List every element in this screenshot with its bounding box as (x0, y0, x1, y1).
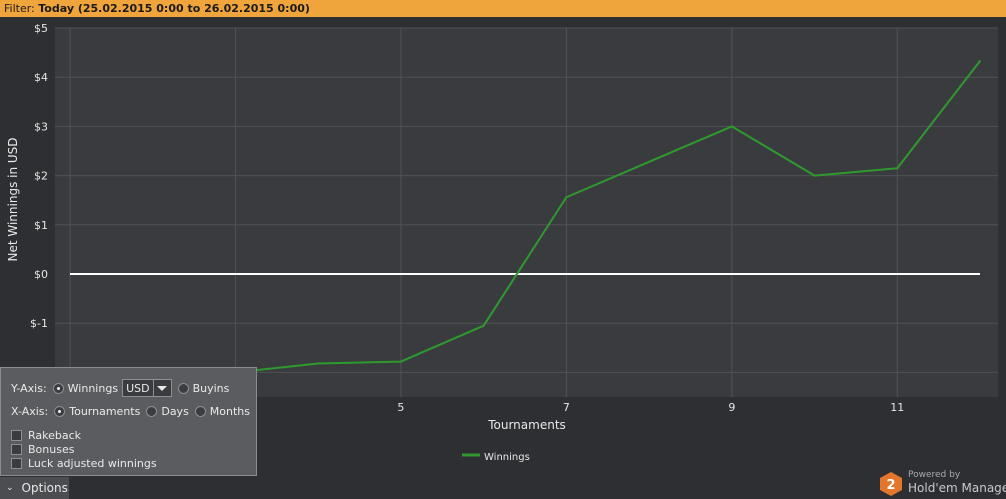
bonuses-row[interactable]: Bonuses (11, 443, 74, 456)
options-tab-label: Options (21, 481, 68, 495)
data-point (565, 196, 568, 199)
chevron-down-icon: ⌄ (6, 483, 14, 493)
x-tournaments-radio[interactable] (54, 406, 66, 417)
legend-label: Winnings (484, 452, 530, 463)
y-axis-label: Y-Axis: (11, 381, 47, 395)
rakeback-checkbox[interactable] (11, 430, 22, 441)
options-tab[interactable]: ⌄ Options (0, 477, 69, 499)
data-point (317, 362, 320, 365)
hem-logo-icon: 2 (880, 472, 902, 496)
filter-value: Today (25.02.2015 0:00 to 26.02.2015 0:0… (38, 2, 310, 15)
luck-checkbox[interactable] (11, 458, 22, 469)
data-point (648, 160, 651, 163)
x-months-radio[interactable] (194, 406, 206, 417)
x-tick-label: 11 (890, 401, 904, 414)
x-tick-label: 9 (728, 401, 735, 414)
luck-row[interactable]: Luck adjusted winnings (11, 457, 157, 470)
y-axis-row: Y-Axis: Winnings USD Buyins (11, 379, 229, 397)
y-tick-label: $-1 (30, 317, 48, 330)
badge-text: 2 (886, 478, 895, 493)
x-tournaments-label: Tournaments (69, 405, 141, 418)
filter-bar: Filter: Today (25.02.2015 0:00 to 26.02.… (0, 0, 1006, 17)
x-tick-label: 7 (563, 401, 570, 414)
y-tick-label: $2 (34, 170, 48, 183)
data-point (979, 59, 981, 62)
y-axis-label: Net Winnings in USD (6, 137, 20, 261)
brand-name: Hold'em Manager (908, 481, 1006, 495)
y-winnings-label: Winnings (67, 381, 119, 395)
bonuses-checkbox[interactable] (11, 444, 22, 455)
powered-by: Powered by (908, 470, 961, 480)
rakeback-label: Rakeback (28, 429, 82, 442)
currency-select[interactable]: USD (122, 379, 172, 397)
data-point (813, 174, 816, 177)
y-buyins-label: Buyins (192, 381, 230, 395)
plot-area (55, 28, 998, 397)
y-tick-label: $3 (34, 120, 48, 133)
y-tick-label: $4 (34, 71, 48, 84)
x-months-label: Months (209, 405, 251, 418)
y-tick-label: $5 (34, 22, 48, 35)
y-tick-label: $0 (34, 268, 48, 281)
data-point (730, 125, 733, 128)
x-tick-label: 5 (397, 401, 404, 414)
x-axis-row: X-Axis: Tournaments Days Months (11, 405, 250, 418)
rakeback-row[interactable]: Rakeback (11, 429, 81, 442)
data-point (896, 167, 899, 170)
bonuses-label: Bonuses (28, 443, 75, 456)
y-buyins-radio[interactable] (177, 382, 189, 394)
currency-value: USD (126, 381, 150, 395)
x-days-radio[interactable] (146, 406, 158, 417)
x-axis-label: X-Axis: (11, 405, 49, 418)
x-days-label: Days (161, 405, 189, 418)
brand-logo: 2 Powered by Hold'em Manager (880, 470, 1006, 498)
data-point (399, 360, 402, 363)
luck-label: Luck adjusted winnings (28, 457, 157, 470)
data-point (482, 324, 485, 327)
x-axis-label: Tournaments (487, 418, 566, 432)
y-tick-label: $1 (34, 219, 48, 232)
options-panel: Y-Axis: Winnings USD Buyins X-Axis: Tour… (0, 367, 257, 476)
chevron-down-icon[interactable] (152, 380, 171, 396)
filter-label: Filter: (4, 2, 35, 15)
y-winnings-radio[interactable] (52, 382, 64, 394)
